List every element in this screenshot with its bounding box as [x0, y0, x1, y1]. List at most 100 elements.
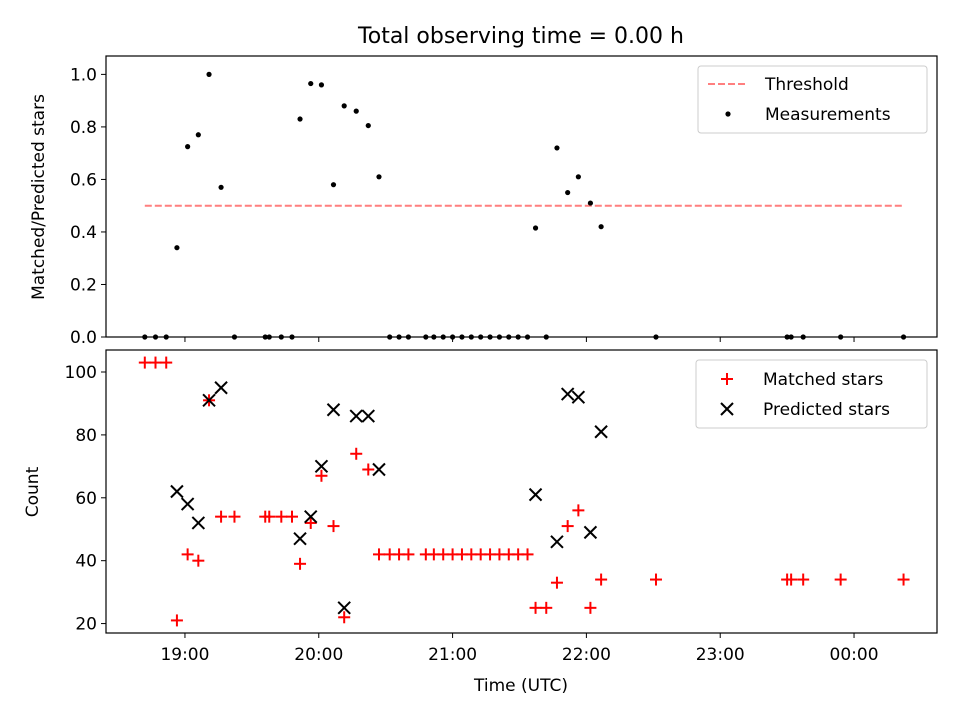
matched-star-point: [149, 356, 162, 369]
predicted-star-point: [304, 509, 318, 524]
measurement-point: [195, 132, 201, 138]
matched-star-point: [304, 516, 317, 529]
matched-star-point: [138, 356, 151, 369]
count-legend-box: [695, 359, 928, 429]
predicted-star-point: [170, 484, 184, 499]
matched-star-point: [561, 520, 574, 533]
x-axis-label: Time (UTC): [473, 676, 568, 696]
count-y-axis-label: Count: [23, 466, 43, 517]
y-tick-label: 0.6: [70, 170, 97, 190]
predicted-star-point: [349, 409, 363, 423]
matched-star-point: [315, 469, 328, 482]
ratio-x-ticks: [184, 337, 855, 342]
matched-star-point: [372, 548, 385, 561]
count-panel: 20 40 60 80 100 19:00 20:00 21:00 22:00 23:00 00:…: [23, 349, 938, 696]
ratio-panel-frame: [105, 55, 938, 338]
predicted-star-point: [594, 425, 608, 439]
predicted-legend-swatch: [720, 402, 734, 416]
predicted-legend-label: Predicted stars: [763, 400, 890, 420]
threshold-legend-label: Threshold: [764, 75, 849, 95]
matched-star-point: [572, 504, 585, 517]
matched-legend-swatch: [721, 373, 733, 385]
matched-star-point: [350, 447, 363, 460]
matched-legend-label: Matched stars: [763, 370, 883, 390]
matched-star-point: [263, 510, 276, 523]
predicted-star-point: [314, 459, 329, 474]
predicted-star-point: [571, 390, 586, 404]
measurement-point: [174, 245, 180, 251]
matched-star-point: [595, 573, 608, 586]
matched-star-point: [649, 573, 662, 586]
count-panel-frame: [105, 349, 938, 634]
predicted-star-point: [326, 403, 341, 417]
matched-star-point: [897, 573, 910, 586]
measurement-point: [318, 82, 325, 88]
y-tick-label: 100: [65, 363, 97, 383]
ratio-legend: Threshold Measurements: [697, 65, 928, 134]
predicted-star-point: [191, 516, 206, 530]
measurement-point: [598, 224, 604, 230]
ratio-panel: 0.0 0.2 0.4 0.6 0.8 1.0 Matched/Predicted sta…: [29, 55, 938, 348]
matched-star-point: [540, 601, 553, 614]
measurement-point: [554, 145, 560, 151]
predicted-star-point: [550, 535, 564, 549]
measurement-point: [341, 103, 347, 109]
measurements-legend-swatch: [725, 111, 731, 117]
predicted-star-point: [214, 381, 228, 395]
count-legend: Matched stars Predicted stars: [695, 359, 928, 429]
matched-star-point: [584, 601, 597, 614]
matched-star-point: [402, 548, 415, 561]
chart-title: Total observing time = 0.00 h: [357, 24, 684, 49]
matched-star-point: [550, 576, 563, 589]
x-tick-label: 23:00: [696, 645, 745, 665]
matched-star-point: [294, 557, 307, 570]
x-tick-label: 20:00: [294, 645, 343, 665]
matched-star-point: [192, 554, 205, 567]
measurement-point: [565, 189, 571, 196]
matched-star-point: [362, 463, 375, 476]
measurement-point: [575, 174, 581, 180]
matched-star-point: [834, 573, 847, 586]
measurement-point: [218, 184, 224, 190]
y-tick-label: 0.2: [70, 275, 97, 295]
y-tick-label: 0.8: [70, 118, 97, 138]
predicted-star-point: [361, 409, 375, 423]
y-tick-label: 0.4: [70, 223, 97, 243]
matched-star-point: [785, 573, 798, 586]
count-x-ticks: 19:00 20:00 21:00 22:00 23:00 00:00: [160, 633, 879, 665]
matched-star-point: [160, 356, 173, 369]
predicted-star-point: [180, 497, 195, 511]
measurement-point: [297, 116, 303, 122]
measurement-point: [206, 71, 212, 77]
predicted-star-point: [293, 531, 307, 546]
y-tick-label: 20: [75, 615, 97, 635]
predicted-star-point: [583, 525, 598, 540]
matched-star-point: [228, 510, 241, 523]
y-tick-label: 40: [75, 552, 97, 572]
predicted-star-point: [560, 387, 575, 401]
predicted-star-point: [202, 393, 216, 408]
ratio-y-ticks: 0.0 0.2 0.4 0.6 0.8 1.0: [70, 65, 106, 348]
predicted-star-point: [372, 462, 386, 477]
x-tick-label: 00:00: [830, 645, 879, 665]
predicted-star-point: [337, 601, 351, 615]
y-tick-label: 60: [75, 489, 97, 509]
matched-star-point: [521, 548, 534, 561]
matched-star-point: [327, 520, 340, 533]
y-tick-label: 0.0: [70, 328, 97, 348]
x-tick-label: 22:00: [562, 645, 611, 665]
measurement-point: [353, 108, 359, 114]
matched-star-point: [170, 614, 183, 627]
ratio-legend-box: [697, 65, 928, 134]
y-tick-label: 80: [75, 426, 97, 446]
measurement-point: [532, 225, 539, 231]
measurement-point: [330, 182, 337, 188]
matched-star-point: [215, 510, 228, 523]
count-y-ticks: 20 40 60 80 100: [65, 363, 106, 635]
count-marks: [138, 356, 910, 627]
measurement-point: [185, 144, 191, 150]
measurement-point: [365, 122, 371, 129]
measurement-point: [308, 80, 314, 87]
